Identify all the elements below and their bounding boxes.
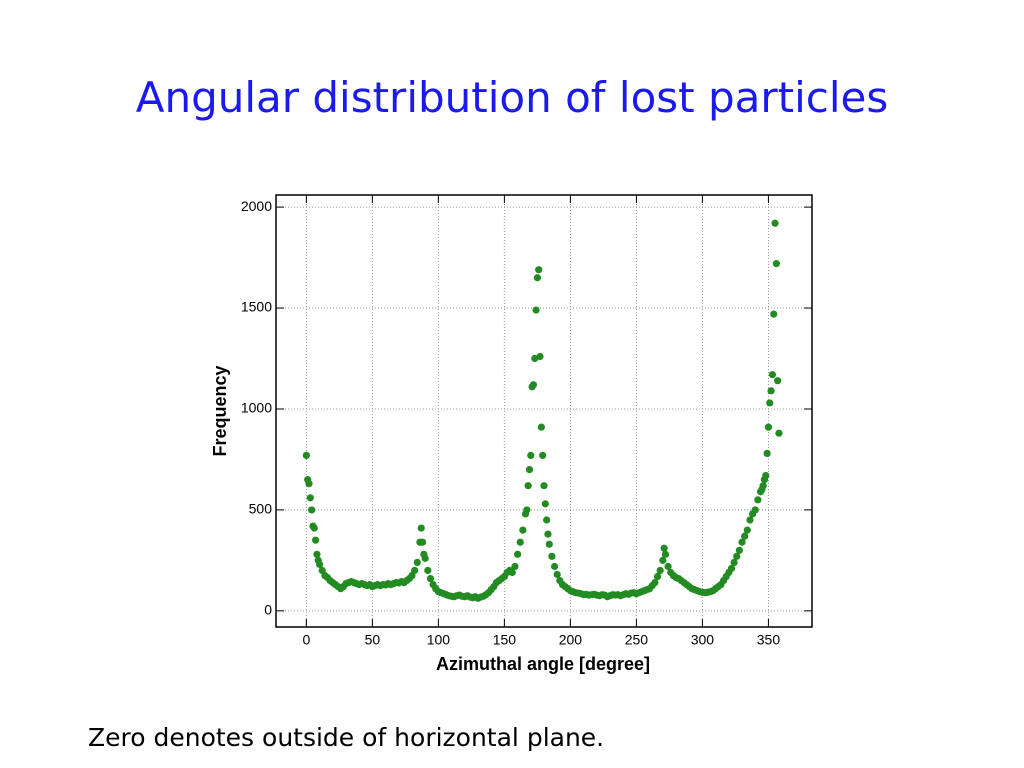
data-point xyxy=(308,506,316,514)
y-tick-label: 2000 xyxy=(241,198,272,214)
data-point xyxy=(772,260,780,268)
y-tick-label: 500 xyxy=(249,501,273,517)
data-point xyxy=(763,449,771,457)
data-point xyxy=(313,550,321,558)
data-point xyxy=(543,516,551,524)
data-point xyxy=(418,538,427,546)
data-point xyxy=(743,526,751,534)
x-tick-label: 100 xyxy=(427,632,451,648)
y-axis-label: Frequency xyxy=(210,365,230,456)
x-tick-label: 300 xyxy=(691,632,715,648)
data-point xyxy=(741,532,749,540)
data-point xyxy=(759,482,767,490)
data-point xyxy=(540,482,548,490)
data-point xyxy=(302,451,310,460)
data-point xyxy=(536,352,544,361)
data-point xyxy=(768,371,776,379)
data-point xyxy=(511,562,519,571)
data-point xyxy=(767,387,775,395)
data-point xyxy=(533,274,541,282)
data-point xyxy=(550,562,559,571)
data-point xyxy=(411,566,419,575)
data-point xyxy=(727,564,736,573)
data-point xyxy=(413,558,421,567)
data-point xyxy=(532,306,540,314)
data-point xyxy=(738,538,746,546)
data-point xyxy=(523,506,531,514)
y-tick-label: 1000 xyxy=(241,400,272,416)
data-point xyxy=(553,570,561,579)
caption: Zero denotes outside of horizontal plane… xyxy=(88,723,604,752)
data-point xyxy=(653,572,662,581)
data-point xyxy=(730,558,738,567)
data-point xyxy=(774,377,782,385)
data-point xyxy=(312,536,320,544)
data-point xyxy=(733,552,741,560)
data-point xyxy=(537,423,545,431)
data-point xyxy=(315,560,324,569)
data-point xyxy=(661,550,670,558)
x-tick-label: 150 xyxy=(493,632,517,648)
x-tick-label: 50 xyxy=(365,632,381,648)
y-tick-label: 0 xyxy=(264,602,272,618)
data-point xyxy=(305,480,313,488)
data-point xyxy=(524,482,532,490)
data-point xyxy=(545,540,553,548)
data-point xyxy=(306,494,314,502)
data-point xyxy=(754,496,762,504)
data-point xyxy=(766,399,774,407)
x-tick-label: 200 xyxy=(559,632,583,648)
data-point xyxy=(651,578,659,587)
plot-frame xyxy=(275,194,813,628)
data-point xyxy=(529,381,538,389)
slide-title: Angular distribution of lost particles xyxy=(136,73,889,122)
data-point xyxy=(770,310,778,318)
data-point xyxy=(764,423,773,431)
data-point xyxy=(751,506,759,514)
data-point xyxy=(659,556,667,564)
x-tick-label: 350 xyxy=(757,632,781,648)
data-point xyxy=(424,566,432,575)
data-point xyxy=(519,526,527,534)
data-point xyxy=(746,516,754,524)
data-point xyxy=(548,552,556,560)
data-point xyxy=(426,574,435,583)
data-point xyxy=(513,550,522,558)
data-point xyxy=(508,568,516,577)
data-point xyxy=(544,530,552,538)
x-axis-label: Azimuthal angle [degree] xyxy=(436,654,650,674)
data-point xyxy=(541,500,549,508)
x-tick-label: 0 xyxy=(302,632,310,648)
x-tick-label: 250 xyxy=(625,632,649,648)
data-point xyxy=(417,524,425,532)
data-point xyxy=(656,566,664,575)
data-point xyxy=(539,451,547,460)
data-point xyxy=(771,219,779,227)
data-point xyxy=(735,546,743,554)
data-point xyxy=(535,266,543,274)
data-point xyxy=(310,524,318,532)
data-point xyxy=(421,554,429,562)
data-point xyxy=(527,451,535,460)
data-point xyxy=(775,429,783,437)
data-point xyxy=(525,465,534,474)
data-point xyxy=(664,562,672,571)
data-point xyxy=(762,471,770,480)
data-point xyxy=(516,538,524,546)
y-tick-label: 1500 xyxy=(241,299,272,315)
data-point xyxy=(660,544,668,552)
